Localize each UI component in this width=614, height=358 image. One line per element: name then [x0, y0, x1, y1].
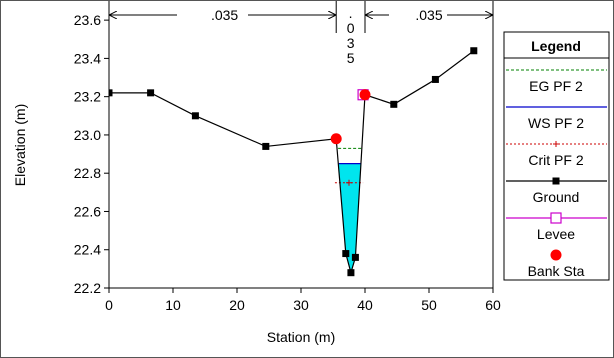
ground-point: [347, 269, 355, 277]
y-tick-label: 22.8: [74, 165, 101, 181]
water-fill: [338, 163, 361, 273]
plot-frame: [108, 1, 494, 289]
ground-point: [147, 89, 155, 97]
bank-station-marker: [359, 89, 371, 101]
legend-item-label: EG PF 2: [529, 78, 583, 94]
y-tick-label: 23.4: [74, 50, 101, 66]
y-tick-label: 23.2: [74, 89, 101, 105]
legend-levee-marker: [550, 212, 562, 224]
ground-point: [342, 250, 350, 258]
y-tick-label: 22.2: [74, 280, 101, 296]
channel-n-char: .: [349, 5, 353, 21]
legend-item-label: WS PF 2: [528, 115, 584, 131]
left-n-label: .035: [211, 7, 238, 23]
crit-marker: [346, 179, 352, 186]
ground-point: [390, 100, 398, 108]
legend-crit-marker: [553, 141, 559, 147]
legend-item-label: Bank Sta: [528, 263, 585, 279]
channel-n-char: 3: [347, 35, 355, 51]
ground-point: [191, 112, 199, 120]
y-tick-label: 23.0: [74, 127, 101, 143]
legend-item-label: Levee: [537, 226, 575, 242]
right-n-label: .035: [415, 7, 442, 23]
x-tick-label: 0: [105, 297, 113, 313]
ground-point: [109, 89, 113, 97]
ground-point: [351, 253, 359, 261]
x-tick-label: 50: [421, 297, 437, 313]
bank-station-marker: [330, 133, 342, 145]
y-tick-label: 22.4: [74, 242, 101, 258]
y-tick-label: 22.6: [74, 203, 101, 219]
channel-n-char: 5: [347, 50, 355, 66]
x-tick-label: 10: [165, 297, 181, 313]
x-tick-label: 40: [357, 297, 373, 313]
legend-item-label: Ground: [533, 189, 580, 205]
x-tick-label: 20: [229, 297, 245, 313]
legend-bank-marker: [550, 249, 562, 261]
channel-n-char: 0: [347, 20, 355, 36]
legend-box: [503, 31, 610, 281]
ground-point: [431, 75, 439, 83]
x-axis-title: Station (m): [267, 329, 335, 345]
legend-item-label: Crit PF 2: [528, 152, 583, 168]
ground-point: [262, 142, 270, 150]
ground-line: [109, 50, 475, 275]
legend-title: Legend: [531, 38, 581, 54]
legend: Legend EG PF 2 WS PF 2 Crit PF 2 Ground Leve…: [503, 31, 610, 281]
x-tick-label: 60: [485, 297, 501, 313]
y-axis-title: Elevation (m): [12, 104, 28, 186]
y-tick-label: 23.6: [74, 12, 101, 28]
ground-point: [470, 47, 478, 55]
legend-ground-marker: [552, 177, 560, 185]
x-tick-label: 30: [293, 297, 309, 313]
